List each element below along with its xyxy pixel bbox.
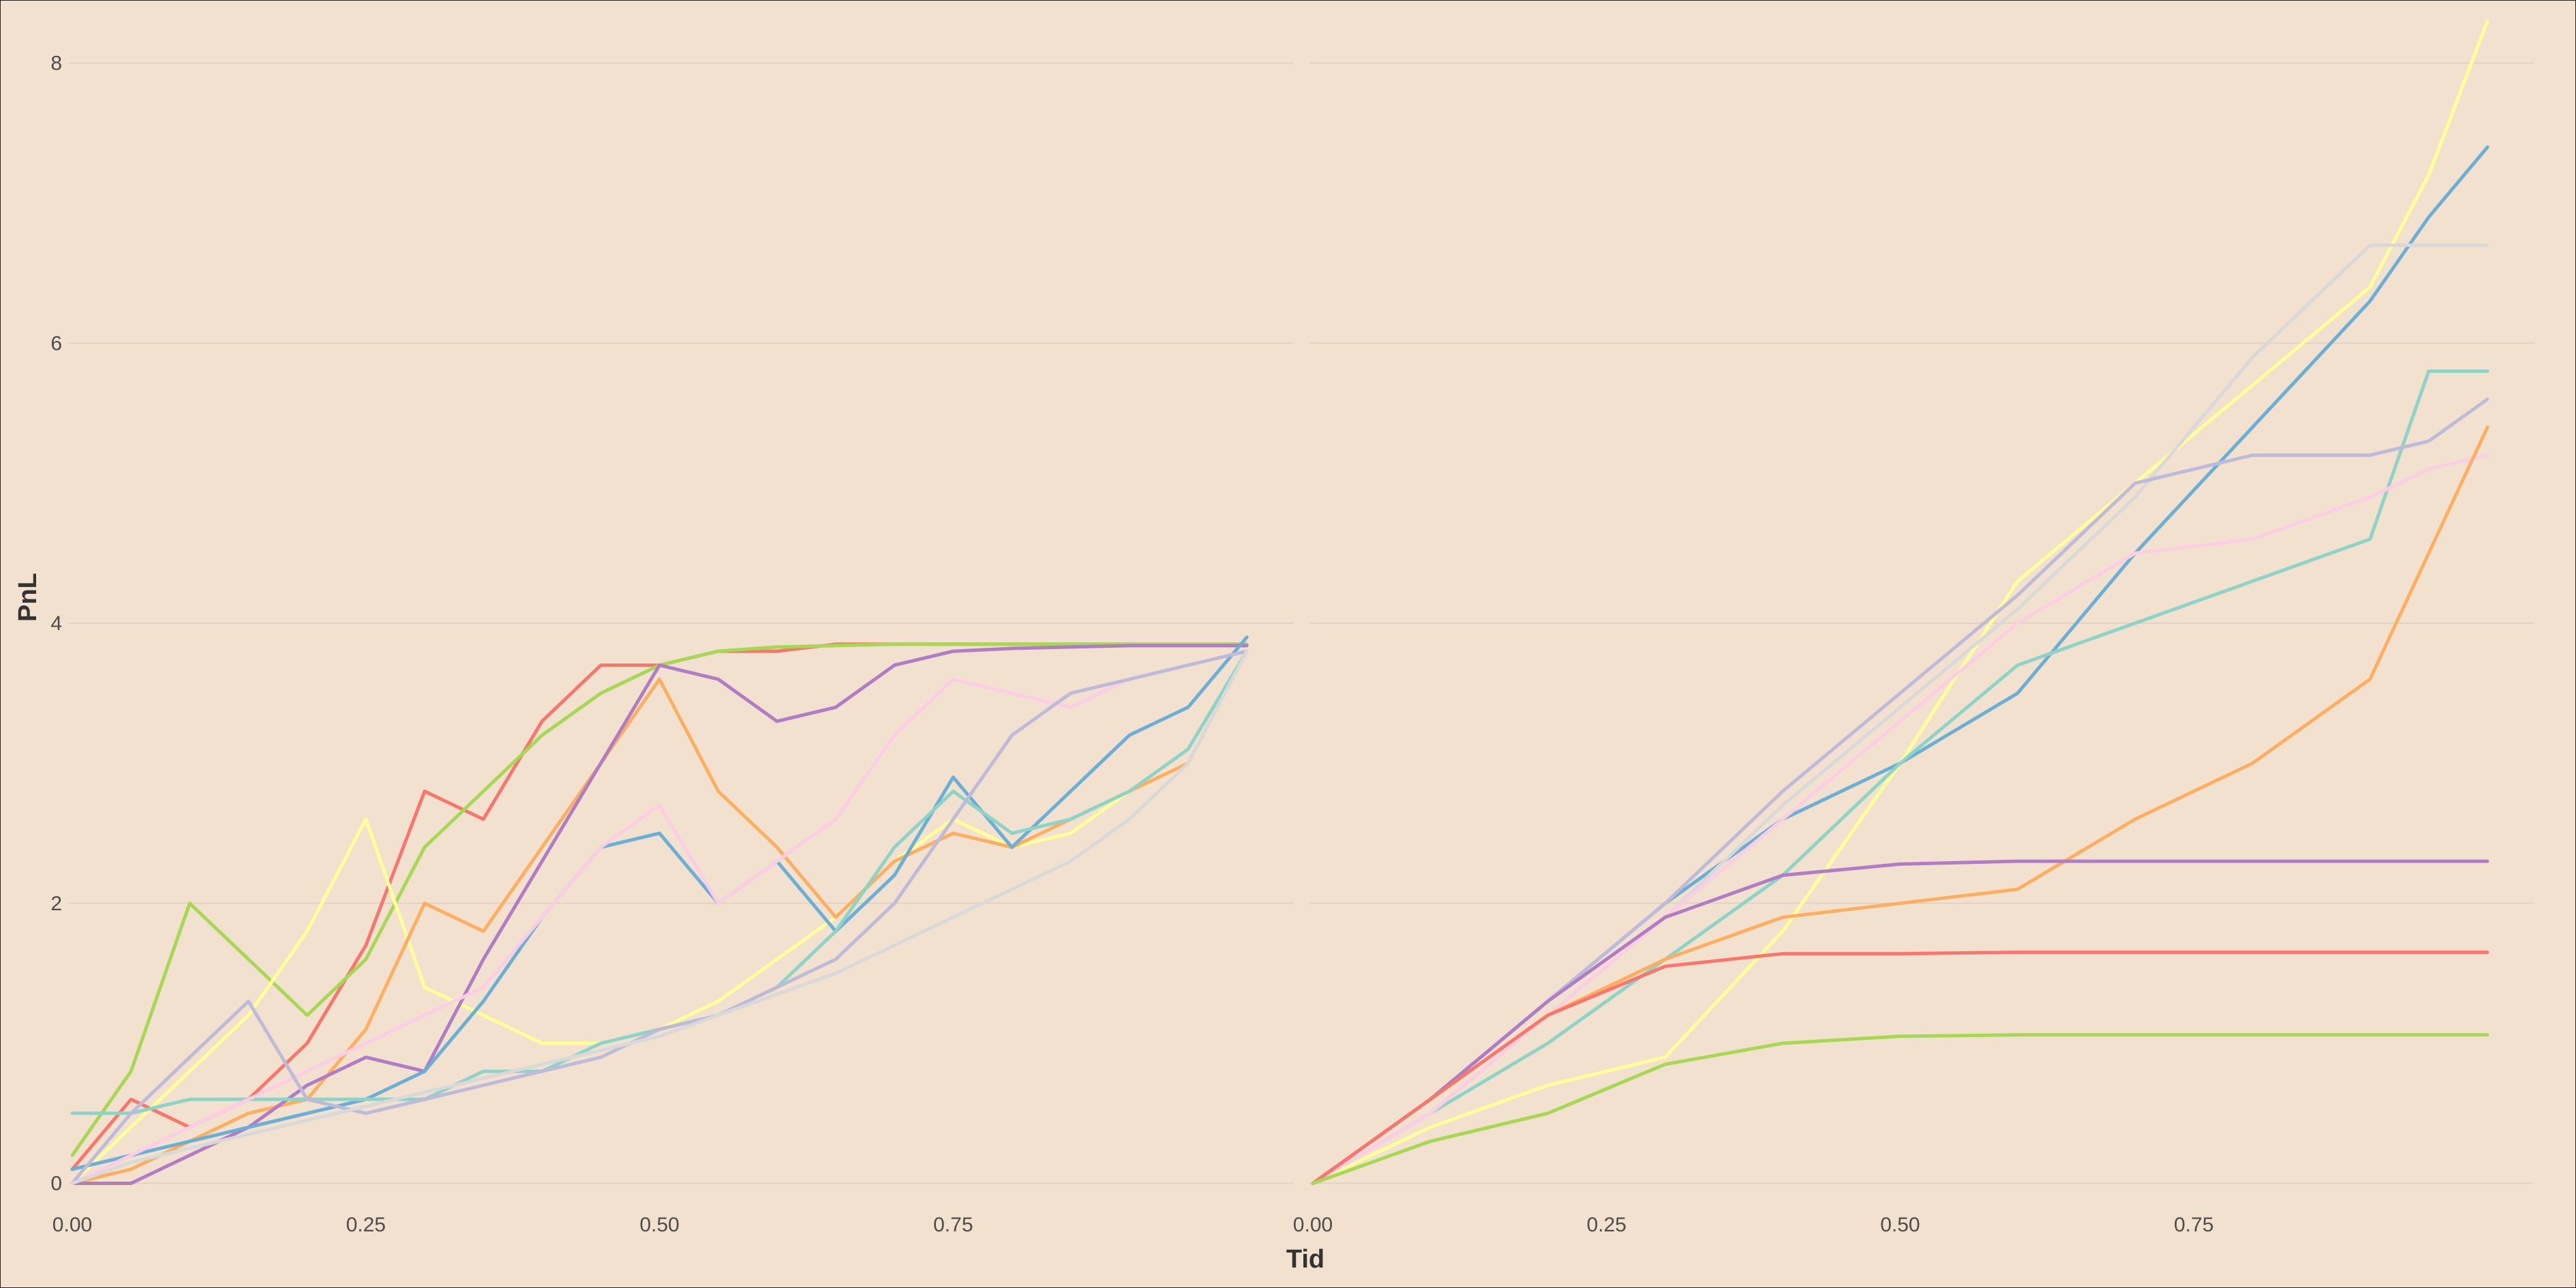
series-lines: [70, 19, 2489, 1185]
series-line: [1311, 453, 2489, 1185]
x-tick-label: 0.25: [1587, 1214, 1626, 1236]
series-line: [70, 649, 1249, 1185]
y-tick-label: 8: [50, 53, 62, 75]
series-line: [1311, 19, 2489, 1185]
series-line: [1311, 950, 2489, 1185]
y-tick-label: 4: [50, 612, 62, 635]
series-line: [1311, 1033, 2489, 1185]
y-tick-label: 2: [50, 893, 62, 915]
series-line: [1311, 859, 2489, 1185]
series-line: [70, 642, 1249, 1171]
x-tick-label: 0.50: [1880, 1214, 1920, 1236]
x-tick-label: 0.00: [52, 1214, 92, 1236]
series-line: [70, 649, 1249, 1185]
grid: [69, 62, 2534, 1184]
series-line: [1311, 369, 2489, 1185]
y-tick-label: 6: [50, 332, 62, 355]
x-tick-label: 0.00: [1293, 1214, 1333, 1236]
series-line: [70, 642, 1249, 1157]
x-axis-title: Tid: [1286, 1245, 1324, 1274]
series-line: [70, 635, 1249, 1171]
y-axis-title: PnL: [14, 573, 42, 622]
x-tick-label: 0.25: [346, 1214, 386, 1236]
tick-labels: 0 2 4 6 8 0.00 0.25 0.50 0.75 0.00 0.25 0.50 0.75: [50, 53, 2213, 1236]
series-line: [70, 649, 1249, 1185]
y-tick-label: 0: [50, 1172, 62, 1195]
series-line: [70, 649, 1249, 1185]
series-line: [70, 649, 1249, 1185]
series-line: [1311, 243, 2489, 1185]
x-tick-label: 0.50: [639, 1214, 679, 1236]
series-line: [70, 644, 1249, 1185]
x-tick-label: 0.75: [2174, 1214, 2213, 1236]
x-tick-label: 0.75: [933, 1214, 973, 1236]
series-line: [1311, 425, 2489, 1185]
series-line: [70, 649, 1249, 1115]
